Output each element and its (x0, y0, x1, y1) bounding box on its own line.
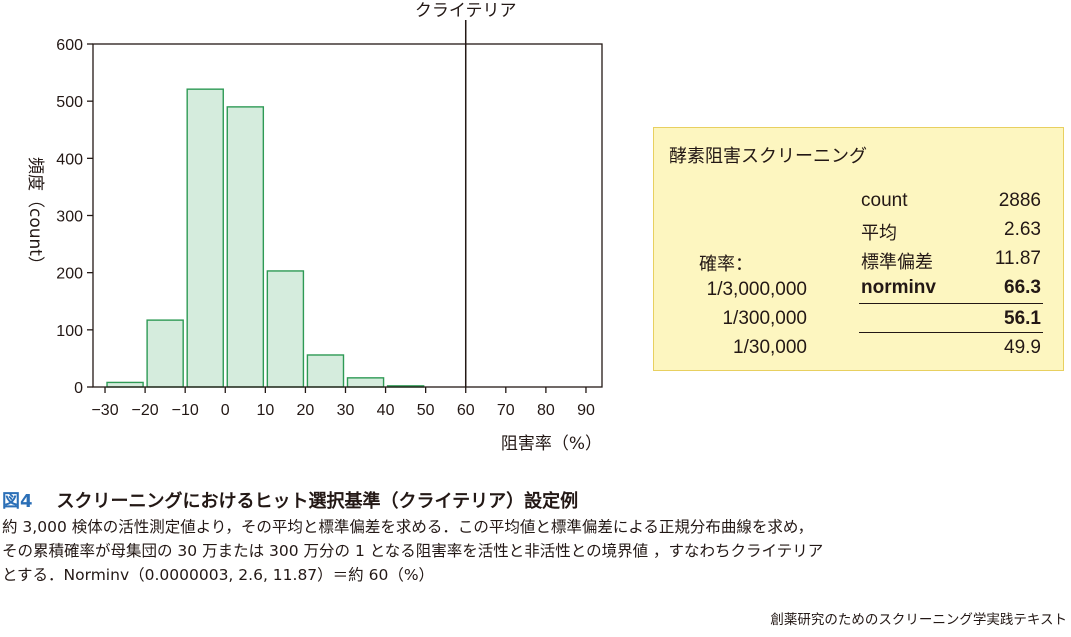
y-axis-title: 頻度（count） (25, 157, 45, 273)
stat-value-norminv: 66.3 (1004, 277, 1041, 298)
x-axis-title: 阻害率（%） (501, 434, 602, 454)
probability-2: 1/300,000 (722, 308, 807, 329)
x-tick-label-0: 0 (221, 402, 230, 419)
caption-title: 図4 スクリーニングにおけるヒット選択基準（クライテリア）設定例 (2, 487, 578, 513)
stat-label-count: count (861, 190, 908, 211)
histogram-bar-3 (186, 88, 224, 388)
probability-label: 確率： (699, 254, 753, 275)
stat-value-sd: 11.87 (994, 248, 1041, 269)
x-tick-label-90: 90 (577, 402, 595, 419)
x-tick-label-60: 60 (457, 402, 475, 419)
y-tick-label-600: 600 (56, 37, 83, 54)
caption-line-3: とする．Norminv（0.0000003, 2.6, 11.87）＝約 60（… (2, 566, 435, 584)
y-tick-label-300: 300 (56, 209, 83, 226)
histogram-bar-4 (226, 106, 265, 388)
histogram-bar-7 (346, 377, 385, 388)
x-tick-label-30: 30 (337, 402, 355, 419)
x-tick-label-20: 20 (297, 402, 315, 419)
histogram-bars (106, 88, 425, 388)
svg-text:頻度（count）: 頻度（count） (25, 157, 45, 273)
x-tick-label-50: 50 (417, 402, 435, 419)
histogram-bar-1 (106, 381, 144, 388)
y-tick-label-500: 500 (56, 94, 83, 111)
stats-box: 酵素阻害スクリーニング 確率： 1/3,000,000 1/300,000 1/… (653, 127, 1064, 371)
stat-label-mean: 平均 (861, 223, 897, 244)
rule-1 (859, 303, 1043, 304)
figure-number: 図4 (2, 491, 33, 512)
y-tick-label-100: 100 (56, 323, 83, 340)
source-credit: 創薬研究のためのスクリーニング学実践テキスト (770, 612, 1067, 628)
value-30000: 49.9 (1004, 337, 1041, 358)
x-axis: −30 −20 −10 0 10 20 30 40 50 60 70 80 90 (91, 387, 595, 419)
criteria-label: クライテリア (415, 1, 517, 21)
histogram-bar-6 (306, 354, 345, 388)
x-tick-label-70: 70 (497, 402, 515, 419)
x-tick-label-80: 80 (537, 402, 555, 419)
caption-line-2: その累積確率が母集団の 30 万または 300 万分の 1 となる阻害率を活性と… (2, 542, 824, 560)
stat-value-mean: 2.63 (1004, 219, 1041, 240)
y-tick-label-400: 400 (56, 151, 83, 168)
stat-label-sd: 標準偏差 (861, 252, 933, 273)
histogram-chart: 0 100 200 300 400 500 600 −30 −20 −10 0 10 20 30 40 50… (25, 1, 603, 454)
histogram-bar-2 (146, 319, 184, 388)
x-tick-label--10: −10 (172, 402, 199, 419)
x-tick-label-10: 10 (256, 402, 274, 419)
y-axis: 0 100 200 300 400 500 600 (56, 37, 93, 397)
y-tick-label-200: 200 (56, 266, 83, 283)
stat-value-count: 2886 (998, 190, 1041, 211)
x-tick-label--30: −30 (91, 402, 118, 419)
y-tick-label-0: 0 (74, 380, 83, 397)
value-300000: 56.1 (1004, 308, 1041, 329)
rule-2 (859, 332, 1043, 333)
caption-line-1: 約 3,000 検体の活性測定値より，その平均と標準偏差を求める．この平均値と標… (2, 518, 814, 536)
histogram-bar-5 (266, 270, 305, 388)
caption-title-text: スクリーニングにおけるヒット選択基準（クライテリア）設定例 (56, 491, 579, 512)
stats-box-title: 酵素阻害スクリーニング (669, 146, 867, 167)
x-tick-label--20: −20 (132, 402, 159, 419)
probability-1: 1/3,000,000 (706, 279, 807, 300)
stat-label-norminv: norminv (861, 277, 936, 298)
probability-3: 1/30,000 (733, 337, 807, 358)
x-tick-label-40: 40 (377, 402, 395, 419)
